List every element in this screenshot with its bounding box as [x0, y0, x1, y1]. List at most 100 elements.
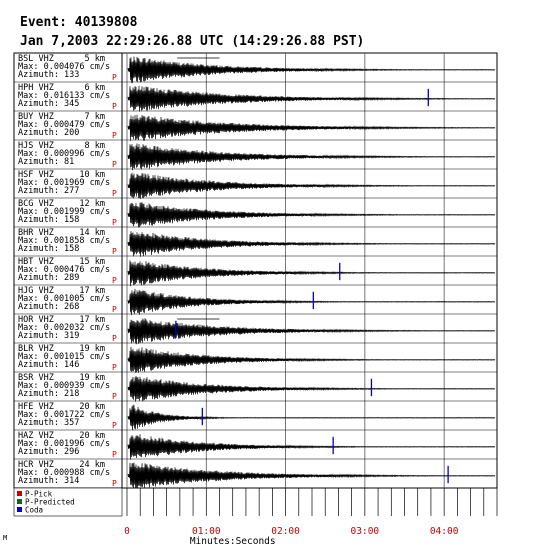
station-azimuth-1: Azimuth: 345: [18, 99, 79, 109]
p-pick-marker-6: P: [112, 247, 117, 256]
station-distance-12: 20 km: [79, 402, 105, 412]
station-azimuth-2: Azimuth: 200: [18, 128, 79, 138]
station-distance-13: 20 km: [79, 431, 105, 441]
station-max-1: Max: 0.016133 cm/s: [18, 91, 110, 101]
station-max-5: Max: 0.001999 cm/s: [18, 207, 110, 217]
station-label-6: BHR VHZ: [18, 228, 54, 238]
station-label-14: HCR VHZ: [18, 460, 54, 470]
station-azimuth-10: Azimuth: 146: [18, 360, 79, 370]
station-azimuth-0: Azimuth: 133: [18, 70, 79, 80]
x-tick-label-0: 0: [124, 526, 130, 537]
station-azimuth-13: Azimuth: 296: [18, 447, 79, 457]
station-max-4: Max: 0.001969 cm/s: [18, 178, 110, 188]
station-distance-0: 5 km: [85, 54, 105, 64]
event-title: Event: 40139808: [20, 15, 138, 30]
p-pick-marker-2: P: [112, 131, 117, 140]
station-max-0: Max: 0.004076 cm/s: [18, 62, 110, 72]
station-distance-8: 17 km: [79, 286, 105, 296]
station-azimuth-5: Azimuth: 158: [18, 215, 79, 225]
p-pick-marker-10: P: [112, 363, 117, 372]
station-label-13: HAZ VHZ: [18, 431, 54, 441]
x-tick-label-2: 02:00: [271, 526, 300, 537]
station-azimuth-8: Azimuth: 268: [18, 302, 79, 312]
waveform-5: [127, 202, 496, 228]
station-label-1: HPH VHZ: [18, 83, 54, 93]
station-distance-3: 8 km: [85, 141, 105, 151]
waveform-3: [127, 143, 496, 171]
waveform-7: [127, 260, 496, 287]
event-datetime: Jan 7,2003 22:29:26.88 UTC (14:29:26.88 …: [20, 34, 365, 49]
station-max-6: Max: 0.001858 cm/s: [18, 236, 110, 246]
station-max-8: Max: 0.001005 cm/s: [18, 294, 110, 304]
station-distance-9: 17 km: [79, 315, 105, 325]
x-tick-label-1: 01:00: [192, 526, 221, 537]
station-distance-14: 24 km: [79, 460, 105, 470]
station-azimuth-6: Azimuth: 158: [18, 244, 79, 254]
waveform-4: [127, 172, 496, 199]
station-label-5: BCG VHZ: [18, 199, 54, 209]
p-pick-marker-9: P: [112, 334, 117, 343]
x-axis-label: Minutes:Seconds: [190, 536, 276, 547]
p-pick-marker-12: P: [112, 421, 117, 430]
station-azimuth-11: Azimuth: 218: [18, 389, 79, 399]
station-max-14: Max: 0.000988 cm/s: [18, 468, 110, 478]
p-pick-marker-4: P: [112, 189, 117, 198]
station-label-9: HOR VHZ: [18, 315, 54, 325]
p-pick-marker-8: P: [112, 305, 117, 314]
station-max-3: Max: 0.000996 cm/s: [18, 149, 110, 159]
p-pick-marker-14: P: [112, 479, 117, 488]
station-max-11: Max: 0.000939 cm/s: [18, 381, 110, 391]
corner-mark: M: [3, 534, 8, 542]
station-azimuth-4: Azimuth: 277: [18, 186, 79, 196]
station-distance-4: 10 km: [79, 170, 105, 180]
station-azimuth-3: Azimuth: 81: [18, 157, 74, 167]
p-pick-marker-7: P: [112, 276, 117, 285]
station-distance-5: 12 km: [79, 199, 105, 209]
waveform-11: [127, 375, 496, 402]
p-pick-marker-5: P: [112, 218, 117, 227]
station-azimuth-9: Azimuth: 319: [18, 331, 79, 341]
station-label-2: BUY VHZ: [18, 112, 54, 122]
p-pick-marker-0: P: [112, 73, 117, 82]
waveform-0: [127, 56, 496, 84]
legend-swatch-0: [17, 491, 22, 496]
waveform-8: [127, 288, 496, 316]
legend-swatch-1: [17, 499, 22, 504]
station-label-11: BSR VHZ: [18, 373, 54, 383]
p-pick-marker-13: P: [112, 450, 117, 459]
station-max-2: Max: 0.000479 cm/s: [18, 120, 110, 130]
waveform-1: [127, 85, 496, 112]
station-label-0: BSL VHZ: [18, 54, 54, 64]
station-max-12: Max: 0.001722 cm/s: [18, 410, 110, 420]
station-label-12: HFE VHZ: [18, 402, 54, 412]
legend-swatch-2: [17, 507, 22, 512]
station-distance-6: 14 km: [79, 228, 105, 238]
legend-box: [13, 487, 123, 517]
station-distance-1: 6 km: [85, 83, 105, 93]
station-max-9: Max: 0.002032 cm/s: [18, 323, 110, 333]
station-azimuth-14: Azimuth: 314: [18, 476, 79, 486]
station-label-4: HSF VHZ: [18, 170, 54, 180]
waveform-6: [127, 231, 496, 257]
station-azimuth-7: Azimuth: 289: [18, 273, 79, 283]
p-pick-marker-11: P: [112, 392, 117, 401]
waveform-12: [127, 404, 496, 431]
station-max-13: Max: 0.001996 cm/s: [18, 439, 110, 449]
station-distance-11: 19 km: [79, 373, 105, 383]
x-tick-label-3: 03:00: [351, 526, 380, 537]
legend-label-1: P-Predicted: [25, 498, 75, 507]
legend-label-2: Coda: [25, 506, 43, 515]
station-label-7: HBT VHZ: [18, 257, 54, 267]
station-label-3: HJS VHZ: [18, 141, 54, 151]
waveform-13: [127, 434, 496, 460]
station-label-8: HJG VHZ: [18, 286, 54, 296]
waveform-14: [127, 462, 496, 489]
station-label-10: BLR VHZ: [18, 344, 54, 354]
station-distance-2: 7 km: [85, 112, 105, 122]
station-max-10: Max: 0.001015 cm/s: [18, 352, 110, 362]
p-pick-marker-1: P: [112, 102, 117, 111]
x-tick-label-4: 04:00: [430, 526, 459, 537]
station-max-7: Max: 0.000476 cm/s: [18, 265, 110, 275]
legend-label-0: P-Pick: [25, 490, 53, 499]
p-pick-marker-3: P: [112, 160, 117, 169]
